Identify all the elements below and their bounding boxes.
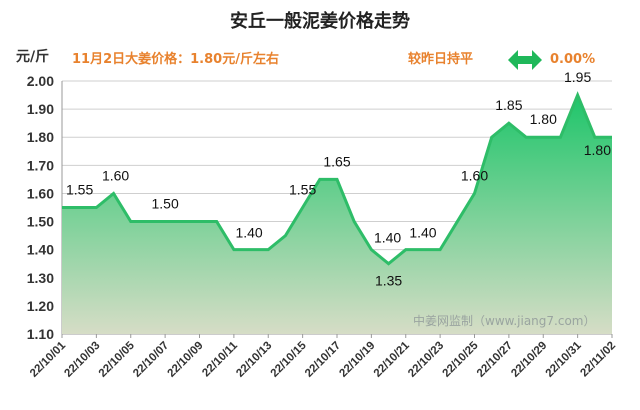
price-line [62, 91, 612, 266]
x-tick-label: 22/10/31 [544, 339, 585, 380]
x-tick-label: 22/10/13 [234, 340, 274, 380]
y-tick-label: 1.20 [27, 298, 54, 314]
y-axis-unit: 元/斤 [16, 48, 49, 65]
data-labels: 1.55 1.60 1.50 1.40 1.55 1.65 1.40 1.35 1.40 1.60… [66, 69, 611, 289]
data-label: 1.95 [564, 69, 591, 85]
y-tick-label: 1.80 [27, 129, 54, 145]
y-tick-label: 1.40 [27, 242, 54, 258]
y-tick-label: 1.90 [27, 101, 54, 117]
x-tick-label: 22/10/17 [303, 340, 343, 380]
y-tick-label: 1.60 [27, 185, 54, 201]
price-note: 11月2日大姜价格：1.80元/斤左右 [72, 51, 279, 67]
x-tick-label: 22/10/23 [406, 340, 446, 380]
chart-title: 安丘一般泥姜价格走势 [230, 10, 410, 32]
data-label: 1.40 [235, 225, 262, 241]
data-label: 1.60 [461, 167, 488, 183]
x-tick-label: 22/10/05 [97, 339, 138, 380]
change-value: 0.00% [550, 52, 595, 67]
data-label: 1.55 [66, 182, 93, 198]
data-label: 1.80 [530, 111, 557, 127]
x-axis-ticks: 22/10/0122/10/0322/10/0522/10/0722/10/09… [28, 334, 618, 380]
y-tick-label: 1.10 [27, 326, 54, 342]
data-label: 1.60 [102, 167, 129, 183]
y-tick-label: 1.30 [27, 270, 54, 286]
x-tick-label: 22/10/07 [131, 340, 171, 380]
x-tick-label: 22/10/01 [28, 339, 69, 380]
y-tick-label: 2.00 [27, 73, 54, 89]
x-tick-label: 22/10/29 [509, 340, 549, 380]
change-label: 较昨日持平 [408, 51, 473, 67]
data-label: 1.85 [495, 97, 522, 113]
data-label: 1.55 [289, 182, 316, 198]
data-label: 1.50 [152, 196, 179, 212]
watermark: 中姜网监制（www.jiang7.com） [413, 313, 595, 328]
y-tick-label: 1.50 [27, 214, 54, 230]
x-tick-label: 22/10/25 [440, 339, 481, 380]
x-tick-label: 22/10/21 [372, 339, 413, 380]
x-tick-label: 22/10/03 [62, 340, 102, 380]
data-label: 1.35 [375, 273, 402, 289]
x-tick-label: 22/10/09 [165, 340, 205, 380]
double-arrow-icon [508, 50, 542, 70]
x-tick-label: 22/10/19 [337, 340, 377, 380]
x-tick-label: 22/11/02 [578, 340, 618, 380]
y-axis-ticks: 1.10 1.20 1.30 1.40 1.50 1.60 1.70 1.80 1.90 2.00 [27, 73, 54, 342]
x-tick-label: 22/10/11 [200, 339, 240, 379]
data-label: 1.40 [374, 230, 401, 246]
data-label: 1.65 [323, 153, 350, 169]
data-label: 1.40 [409, 225, 436, 241]
x-tick-label: 22/10/27 [475, 340, 515, 380]
price-area-fill [62, 95, 612, 334]
x-tick-label: 22/10/15 [269, 339, 310, 380]
data-label: 1.80 [584, 142, 611, 158]
y-tick-label: 1.70 [27, 157, 54, 173]
